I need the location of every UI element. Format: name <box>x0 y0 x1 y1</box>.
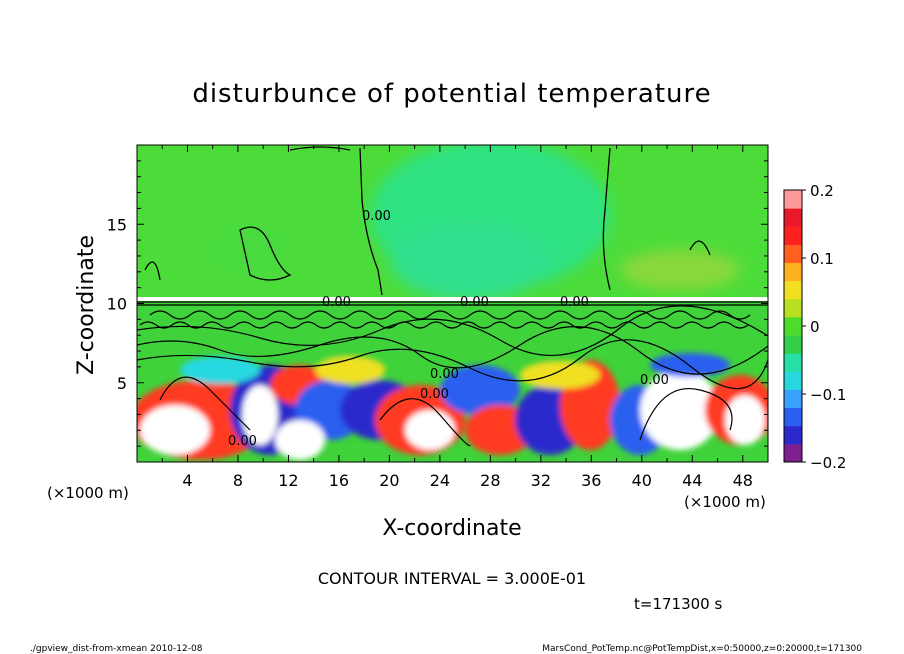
colorbar-swatch <box>784 407 802 427</box>
contour-label: 0.00 <box>640 373 669 388</box>
colorbar-swatch <box>784 244 802 264</box>
colorbar-tick-label: 0 <box>810 318 820 336</box>
contour-label: 0.00 <box>430 367 459 382</box>
contour-interval-text: CONTOUR INTERVAL = 3.000E-01 <box>318 569 586 588</box>
x-tick-label: 36 <box>581 471 601 490</box>
colorbar-swatch <box>784 425 802 445</box>
colorbar-swatch <box>784 316 802 336</box>
x-unit-right: (×1000 m) <box>684 493 766 511</box>
x-tick-label: 4 <box>182 471 192 490</box>
x-axis: 4 8 12 16 20 24 28 32 36 40 44 48 <box>161 145 769 490</box>
contour-label: 0.00 <box>420 387 449 402</box>
colorbar-tick-label: 0.2 <box>810 182 834 200</box>
y-tick-label: 10 <box>107 295 127 314</box>
y-axis: 5 10 15 <box>107 160 768 447</box>
footer-right: MarsCond_PotTemp.nc@PotTempDist,x=0:5000… <box>542 644 862 654</box>
colorbar-tick-label: −0.2 <box>810 454 846 472</box>
chart-title: disturbunce of potential temperature <box>192 79 711 109</box>
x-tick-label: 16 <box>329 471 349 490</box>
x-axis-label: X-coordinate <box>382 516 521 541</box>
contour-band <box>137 301 768 447</box>
x-tick-label: 32 <box>531 471 551 490</box>
x-tick-label: 28 <box>480 471 500 490</box>
colorbar-swatch <box>784 443 802 463</box>
x-tick-label: 20 <box>379 471 399 490</box>
y-tick-label: 15 <box>107 215 127 234</box>
plot-area: 0.00 0.00 0.00 0.00 0.00 0.00 0.00 0.00 <box>137 145 768 462</box>
colorbar-swatch <box>784 190 802 209</box>
x-tick-label: 40 <box>632 471 652 490</box>
y-tick-label: 5 <box>117 374 127 393</box>
lower-layer <box>137 297 768 462</box>
colorbar-swatch <box>784 262 802 282</box>
upper-layer <box>210 145 740 300</box>
y-axis-label: Z-coordinate <box>74 235 99 375</box>
contour-label: 0.00 <box>460 295 489 310</box>
x-tick-label: 44 <box>682 471 702 490</box>
time-text: t=171300 s <box>634 595 722 613</box>
contour-label: 0.00 <box>228 434 257 449</box>
x-unit-left: (×1000 m) <box>47 484 129 502</box>
contour-labels: 0.00 0.00 0.00 0.00 0.00 0.00 0.00 0.00 <box>228 209 669 449</box>
colorbar-swatch <box>784 226 802 245</box>
colorbar-swatch <box>784 208 802 227</box>
colorbar-swatch <box>784 371 802 390</box>
upper-contours <box>144 146 711 296</box>
colorbar-tick-label: −0.1 <box>810 386 846 404</box>
colorbar-tick-label: 0.1 <box>810 250 834 268</box>
x-tick-label: 48 <box>733 471 753 490</box>
x-tick-label: 12 <box>278 471 298 490</box>
contour-label: 0.00 <box>322 295 351 310</box>
colorbar-swatch <box>784 280 802 300</box>
colorbar-swatch <box>784 353 802 372</box>
colorbar: 0.2 0.1 0 −0.1 −0.2 <box>783 182 846 472</box>
colorbar-swatch <box>784 298 802 318</box>
contour-label: 0.00 <box>362 209 391 224</box>
footer-left: ./gpview_dist-from-xmean 2010-12-08 <box>30 644 203 654</box>
x-tick-label: 24 <box>430 471 450 490</box>
colorbar-swatch <box>784 335 802 354</box>
colorbar-swatch <box>784 389 802 409</box>
contour-label: 0.00 <box>560 295 589 310</box>
x-tick-label: 8 <box>233 471 243 490</box>
